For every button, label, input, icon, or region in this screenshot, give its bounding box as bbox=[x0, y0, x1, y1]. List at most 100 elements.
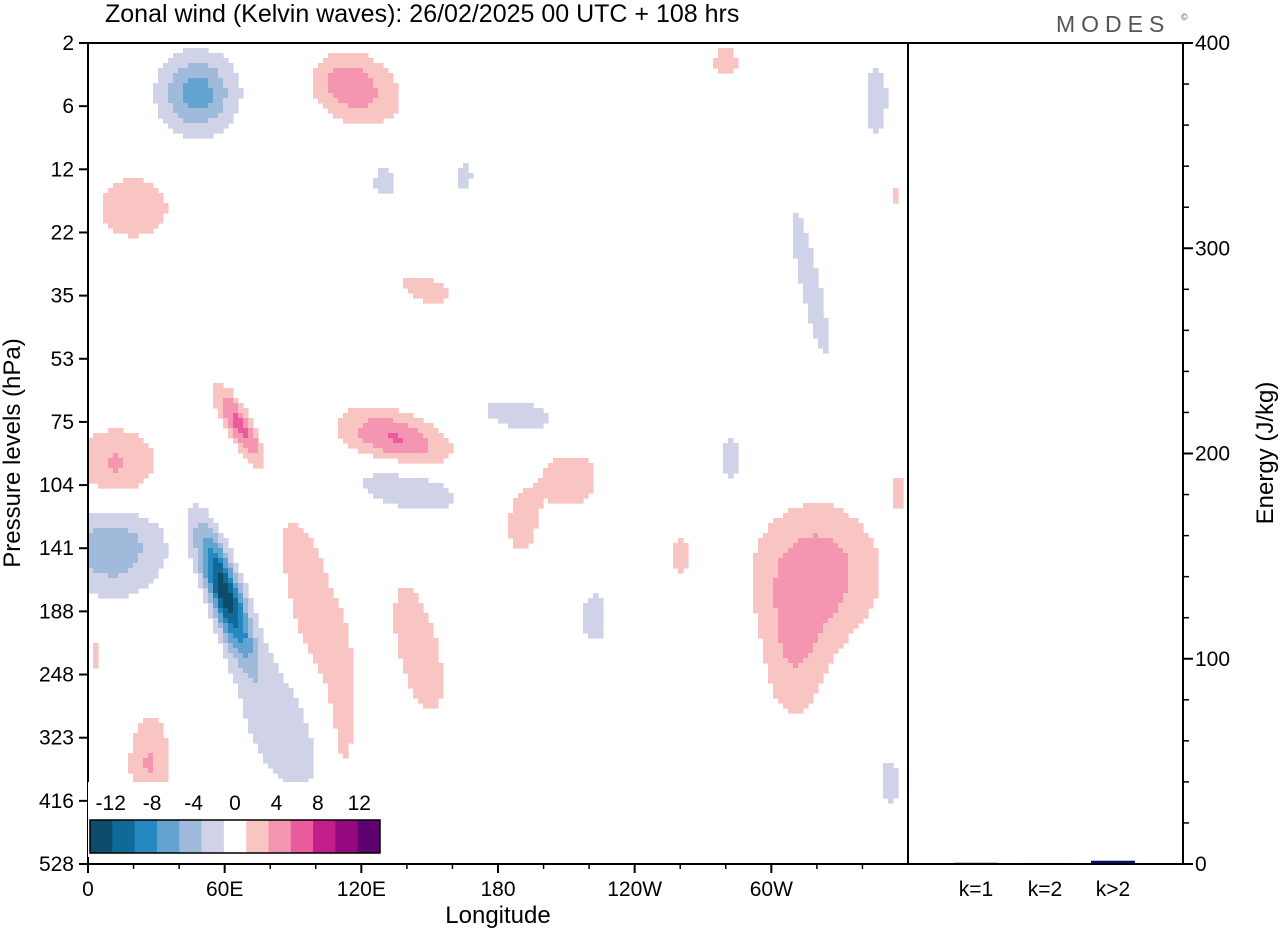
wind-cell bbox=[723, 468, 729, 474]
wind-cell bbox=[253, 613, 259, 619]
wind-cell bbox=[313, 88, 319, 94]
wind-cell bbox=[233, 103, 239, 109]
wind-cell bbox=[183, 118, 189, 124]
wind-cell bbox=[328, 98, 334, 104]
wind-cell bbox=[133, 568, 139, 574]
wind-cell bbox=[98, 543, 104, 549]
wind-cell bbox=[573, 473, 579, 479]
wind-cell bbox=[383, 418, 389, 424]
wind-cell bbox=[778, 603, 784, 609]
wind-cell bbox=[773, 528, 779, 534]
wind-cell bbox=[728, 448, 734, 454]
wind-cell bbox=[153, 198, 159, 204]
wind-cell bbox=[93, 658, 99, 664]
wind-cell bbox=[763, 538, 769, 544]
wind-cell bbox=[753, 583, 759, 589]
wind-cell bbox=[418, 688, 424, 694]
wind-cell bbox=[163, 98, 169, 104]
wind-cell bbox=[193, 123, 199, 129]
wind-cell bbox=[333, 698, 339, 704]
wind-cell bbox=[558, 478, 564, 484]
wind-cell bbox=[773, 683, 779, 689]
wind-cell bbox=[93, 448, 99, 454]
wind-cell bbox=[243, 423, 249, 429]
wind-cell bbox=[108, 483, 114, 489]
wind-cell bbox=[278, 718, 284, 724]
wind-cell bbox=[238, 603, 244, 609]
wind-cell bbox=[143, 183, 149, 189]
wind-cell bbox=[158, 763, 164, 769]
y-tick-label: 248 bbox=[39, 664, 74, 687]
wind-cell bbox=[823, 513, 829, 519]
wind-cell bbox=[808, 613, 814, 619]
wind-cell bbox=[408, 683, 414, 689]
wind-cell bbox=[268, 663, 274, 669]
wind-cell bbox=[343, 88, 349, 94]
wind-cell bbox=[248, 443, 254, 449]
wind-cell bbox=[403, 483, 409, 489]
wind-cell bbox=[208, 523, 214, 529]
wind-cell bbox=[223, 403, 229, 409]
wind-cell bbox=[798, 573, 804, 579]
wind-cell bbox=[788, 678, 794, 684]
wind-cell bbox=[128, 558, 134, 564]
wind-cell bbox=[808, 563, 814, 569]
wind-cell bbox=[88, 453, 94, 459]
wind-cell bbox=[213, 593, 219, 599]
wind-cell bbox=[763, 593, 769, 599]
wind-cell bbox=[843, 628, 849, 634]
wind-cell bbox=[293, 573, 299, 579]
wind-cell bbox=[248, 453, 254, 459]
wind-cell bbox=[318, 663, 324, 669]
wind-cell bbox=[203, 528, 209, 534]
wind-cell bbox=[848, 598, 854, 604]
wind-cell bbox=[843, 638, 849, 644]
wind-cell bbox=[358, 88, 364, 94]
wind-cell bbox=[773, 688, 779, 694]
wind-cell bbox=[808, 588, 814, 594]
wind-cell bbox=[143, 763, 149, 769]
wind-cell bbox=[793, 678, 799, 684]
wind-cell bbox=[268, 698, 274, 704]
wind-cell bbox=[428, 458, 434, 464]
wind-cell bbox=[788, 703, 794, 709]
wind-cell bbox=[88, 543, 94, 549]
wind-cell bbox=[123, 533, 129, 539]
wind-cell bbox=[778, 583, 784, 589]
wind-cell bbox=[228, 643, 234, 649]
wind-cell bbox=[273, 758, 279, 764]
wind-cell bbox=[163, 103, 169, 109]
wind-cell bbox=[363, 93, 369, 99]
wind-cell bbox=[418, 453, 424, 459]
wind-cell bbox=[788, 518, 794, 524]
wind-cell bbox=[238, 683, 244, 689]
wind-cell bbox=[848, 568, 854, 574]
wind-cell bbox=[818, 568, 824, 574]
wind-cell bbox=[828, 633, 834, 639]
wind-cell bbox=[323, 603, 329, 609]
wind-cell bbox=[123, 478, 129, 484]
wind-cell bbox=[308, 578, 314, 584]
wind-cell bbox=[213, 388, 219, 394]
wind-cell bbox=[298, 618, 304, 624]
wind-cell bbox=[313, 568, 319, 574]
wind-cell bbox=[893, 788, 899, 794]
wind-cell bbox=[408, 598, 414, 604]
wind-cell bbox=[88, 588, 94, 594]
wind-cell bbox=[898, 498, 904, 504]
wind-cell bbox=[733, 463, 739, 469]
wind-cell bbox=[488, 408, 494, 414]
wind-cell bbox=[303, 563, 309, 569]
wind-cell bbox=[143, 193, 149, 199]
wind-cell bbox=[148, 543, 154, 549]
wind-cell bbox=[218, 88, 224, 94]
wind-cell bbox=[803, 283, 809, 289]
wind-cell bbox=[423, 443, 429, 449]
wind-cell bbox=[263, 663, 269, 669]
wind-cell bbox=[338, 113, 344, 119]
wind-cell bbox=[343, 633, 349, 639]
wind-cell bbox=[778, 528, 784, 534]
wind-cell bbox=[248, 728, 254, 734]
wind-cell bbox=[218, 533, 224, 539]
wind-cell bbox=[823, 563, 829, 569]
